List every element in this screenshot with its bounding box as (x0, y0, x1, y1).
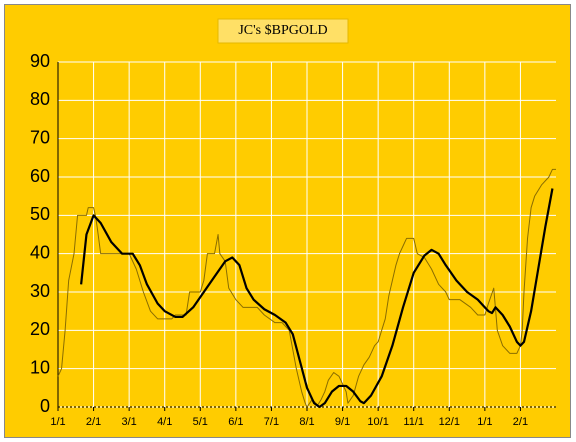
x-tick-label: 11/1 (403, 416, 424, 428)
y-tick-label: 0 (40, 396, 50, 416)
y-tick-label: 80 (30, 89, 50, 109)
x-tick-label: 2/1 (513, 416, 528, 428)
x-tick-label: 9/1 (335, 416, 350, 428)
y-tick-label: 90 (30, 51, 50, 71)
x-tick-label: 3/1 (121, 416, 136, 428)
x-tick-label: 6/1 (228, 416, 243, 428)
y-tick-label: 30 (30, 281, 50, 301)
series-line (57, 168, 556, 408)
y-tick-label: 40 (30, 242, 50, 262)
x-tick-label: 8/1 (299, 416, 314, 428)
x-tick-label: 10/1 (367, 416, 388, 428)
y-tick-label: 60 (30, 166, 50, 186)
x-tick-label: 2/1 (86, 416, 101, 428)
y-tick-label: 10 (30, 357, 50, 377)
x-tick-label: 4/1 (157, 416, 172, 428)
x-tick-label: 5/1 (193, 416, 208, 428)
x-tick-label: 12/1 (439, 416, 460, 428)
chart-title: JC's $BPGOLD (238, 23, 327, 38)
series-line (80, 188, 554, 409)
title-box (217, 18, 349, 44)
x-tick-label: 1/1 (477, 416, 492, 428)
y-tick-label: 50 (30, 204, 50, 224)
y-tick-label: 20 (30, 319, 50, 339)
x-tick-label: 7/1 (264, 416, 279, 428)
y-tick-label: 70 (30, 127, 50, 147)
x-tick-label: 1/1 (50, 416, 65, 428)
